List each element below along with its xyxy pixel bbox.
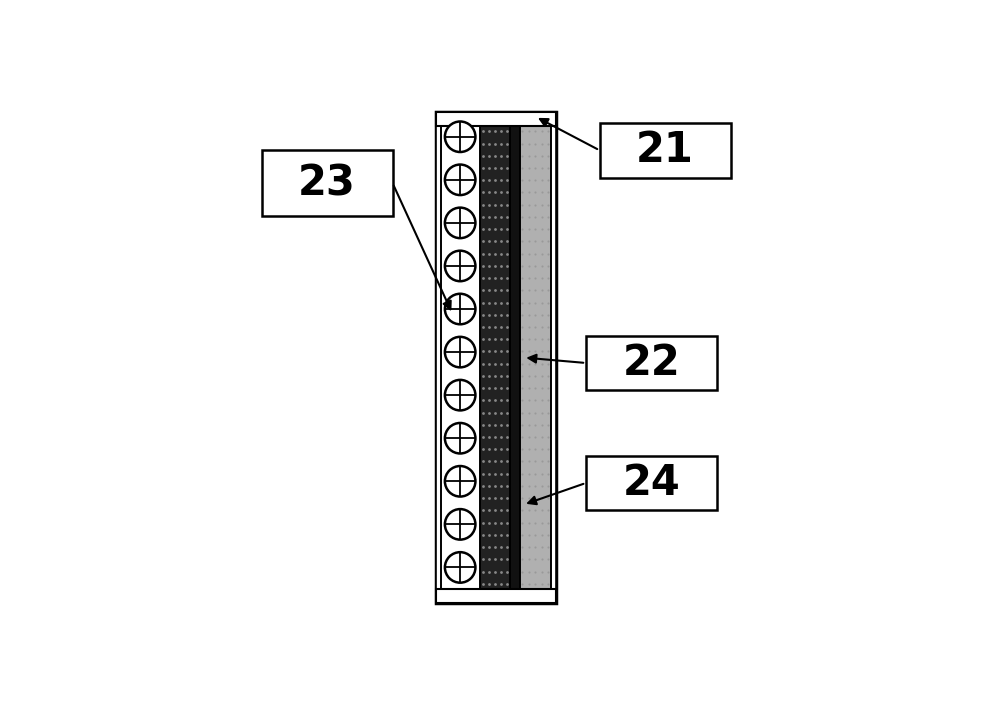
Bar bbox=[520, 113, 551, 603]
Circle shape bbox=[445, 164, 475, 195]
Circle shape bbox=[445, 337, 475, 367]
Bar bbox=[551, 113, 556, 603]
Bar bbox=[436, 113, 556, 603]
Bar bbox=[586, 456, 717, 510]
Bar bbox=[480, 113, 510, 603]
Bar bbox=[436, 113, 556, 126]
Circle shape bbox=[445, 466, 475, 496]
Circle shape bbox=[445, 251, 475, 281]
Bar bbox=[510, 113, 520, 603]
Text: 21: 21 bbox=[636, 130, 694, 171]
Bar bbox=[586, 336, 717, 390]
Bar bbox=[600, 123, 731, 178]
Circle shape bbox=[445, 509, 475, 539]
Circle shape bbox=[445, 207, 475, 238]
Text: 23: 23 bbox=[298, 162, 356, 204]
Bar bbox=[441, 113, 480, 603]
Text: 24: 24 bbox=[623, 462, 680, 504]
Circle shape bbox=[445, 380, 475, 411]
Circle shape bbox=[445, 294, 475, 324]
Bar bbox=[436, 589, 556, 603]
Text: 22: 22 bbox=[623, 342, 680, 384]
Circle shape bbox=[445, 552, 475, 583]
Circle shape bbox=[445, 122, 475, 152]
Bar bbox=[436, 113, 441, 603]
Bar bbox=[262, 150, 393, 216]
Circle shape bbox=[445, 423, 475, 454]
